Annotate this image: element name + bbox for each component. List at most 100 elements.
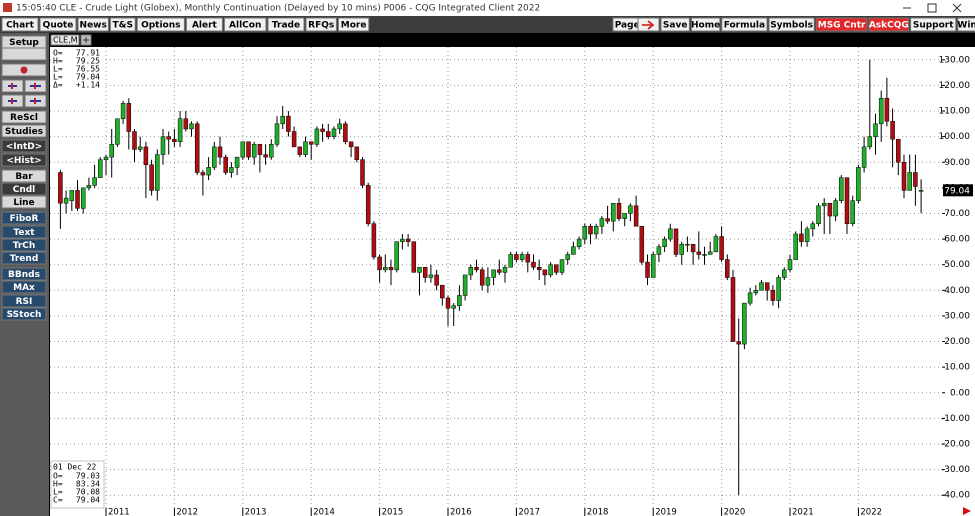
candle-body <box>787 259 793 271</box>
toolbar-button[interactable] <box>957 17 975 32</box>
candle-body <box>890 121 895 140</box>
candle-body <box>673 228 679 255</box>
sidebar-button[interactable] <box>1 294 47 308</box>
candle-body <box>417 267 422 273</box>
candle-body <box>137 146 143 150</box>
candle-body <box>440 284 445 299</box>
y-tick-label: -40.00 <box>941 491 970 501</box>
toolbar-button-label: Trade <box>272 21 300 31</box>
x-axis-area <box>50 508 942 516</box>
candle-body <box>445 297 451 309</box>
candle-body <box>616 202 622 219</box>
sidebar-button[interactable] <box>1 195 47 209</box>
sidebar-button[interactable] <box>1 139 47 153</box>
x-tick-label: 2011 <box>108 508 130 516</box>
candle-body <box>58 172 63 204</box>
y-tick-label: 120.00 <box>939 81 971 91</box>
candle-body <box>725 259 730 278</box>
toolbar-button-label: Symbols <box>770 21 813 31</box>
toolbar-button[interactable] <box>109 17 136 32</box>
candle-body <box>873 123 878 137</box>
sidebar-button[interactable] <box>1 110 47 124</box>
sidebar-button[interactable] <box>1 153 47 167</box>
toolbar-button-label: Save <box>663 21 688 31</box>
sidebar-button[interactable] <box>1 169 47 183</box>
sidebar-button[interactable] <box>1 47 47 61</box>
toolbar-button[interactable] <box>337 17 370 32</box>
chart-tab[interactable] <box>50 34 80 46</box>
toolbar-button[interactable] <box>660 17 690 32</box>
candle-body <box>457 295 462 306</box>
toolbar-button[interactable] <box>690 17 721 32</box>
candle-body <box>286 115 291 132</box>
candle-body <box>434 274 439 286</box>
y-tick-label: 0.00 <box>950 388 970 398</box>
candle-body <box>810 223 816 230</box>
sidebar-button[interactable] <box>1 238 47 252</box>
quote-value: 79.25 <box>76 57 100 66</box>
toolbar-button[interactable] <box>77 17 109 32</box>
candle-body <box>383 267 388 271</box>
candle-body <box>269 144 274 158</box>
toolbar-button[interactable] <box>721 17 768 32</box>
scroll-arrow[interactable] <box>963 507 971 515</box>
toolbar-button-label: Options <box>141 21 180 31</box>
sidebar-button[interactable] <box>1 307 47 321</box>
candle-body <box>120 103 126 119</box>
candle-body <box>132 131 137 150</box>
arrow-icon <box>642 20 655 30</box>
toolbar-button[interactable] <box>1 17 39 32</box>
toolbar-button-label: Formula <box>724 21 765 31</box>
bar-info-value: 79.04 <box>76 496 100 505</box>
maximize-button[interactable] <box>927 3 937 13</box>
candle-body <box>770 290 776 301</box>
toolbar-button[interactable] <box>910 17 957 32</box>
quote-label: L= <box>53 65 63 74</box>
toolbar-button[interactable] <box>39 17 77 32</box>
sidebar-button[interactable] <box>1 182 47 196</box>
candle-body <box>690 243 696 253</box>
x-tick-label: 2016 <box>450 508 472 516</box>
close-button[interactable] <box>952 3 962 13</box>
sidebar-button[interactable] <box>1 225 47 239</box>
candle-body <box>69 190 75 201</box>
sidebar-button[interactable] <box>1 251 47 265</box>
sidebar-button[interactable] <box>1 124 47 138</box>
sidebar-button-label: Line <box>13 198 34 208</box>
candle-body <box>257 144 263 155</box>
chart-tab-label: CLE,M <box>53 36 78 45</box>
quote-value: 76.55 <box>76 65 100 74</box>
toolbar-button[interactable] <box>868 17 910 32</box>
x-tick-label: 2015 <box>382 508 404 516</box>
toolbar-button[interactable] <box>223 17 267 32</box>
toolbar-button[interactable] <box>185 17 223 32</box>
toolbar-button[interactable] <box>768 17 815 32</box>
candle-body <box>662 238 667 248</box>
candle-body <box>850 200 855 224</box>
sidebar-button-label: BBnds <box>8 270 40 280</box>
candle-body <box>479 269 485 286</box>
candle-body <box>611 202 616 222</box>
sidebar-button[interactable] <box>1 267 47 281</box>
toolbar-button[interactable] <box>305 17 337 32</box>
candle-body <box>172 138 177 143</box>
sidebar-button[interactable] <box>1 280 47 294</box>
candle-body <box>525 254 531 263</box>
bar-info-label: C= <box>53 496 63 505</box>
sidebar-button-label: SStoch <box>7 310 42 320</box>
candle-body <box>86 185 92 189</box>
candle-body <box>371 223 377 258</box>
y-tick-label: 20.00 <box>944 337 970 347</box>
toolbar-button[interactable] <box>136 17 185 32</box>
toolbar-button-label: T&S <box>113 21 133 31</box>
sidebar-button[interactable] <box>1 211 47 225</box>
candle-body <box>867 136 873 148</box>
toolbar-button[interactable] <box>815 17 868 32</box>
candle-body <box>474 267 479 271</box>
y-tick-label: 100.00 <box>939 132 971 142</box>
candle-body <box>884 97 890 122</box>
bar-info-value: 70.08 <box>76 488 100 497</box>
toolbar-button[interactable] <box>267 17 305 32</box>
candle-body <box>326 131 331 137</box>
